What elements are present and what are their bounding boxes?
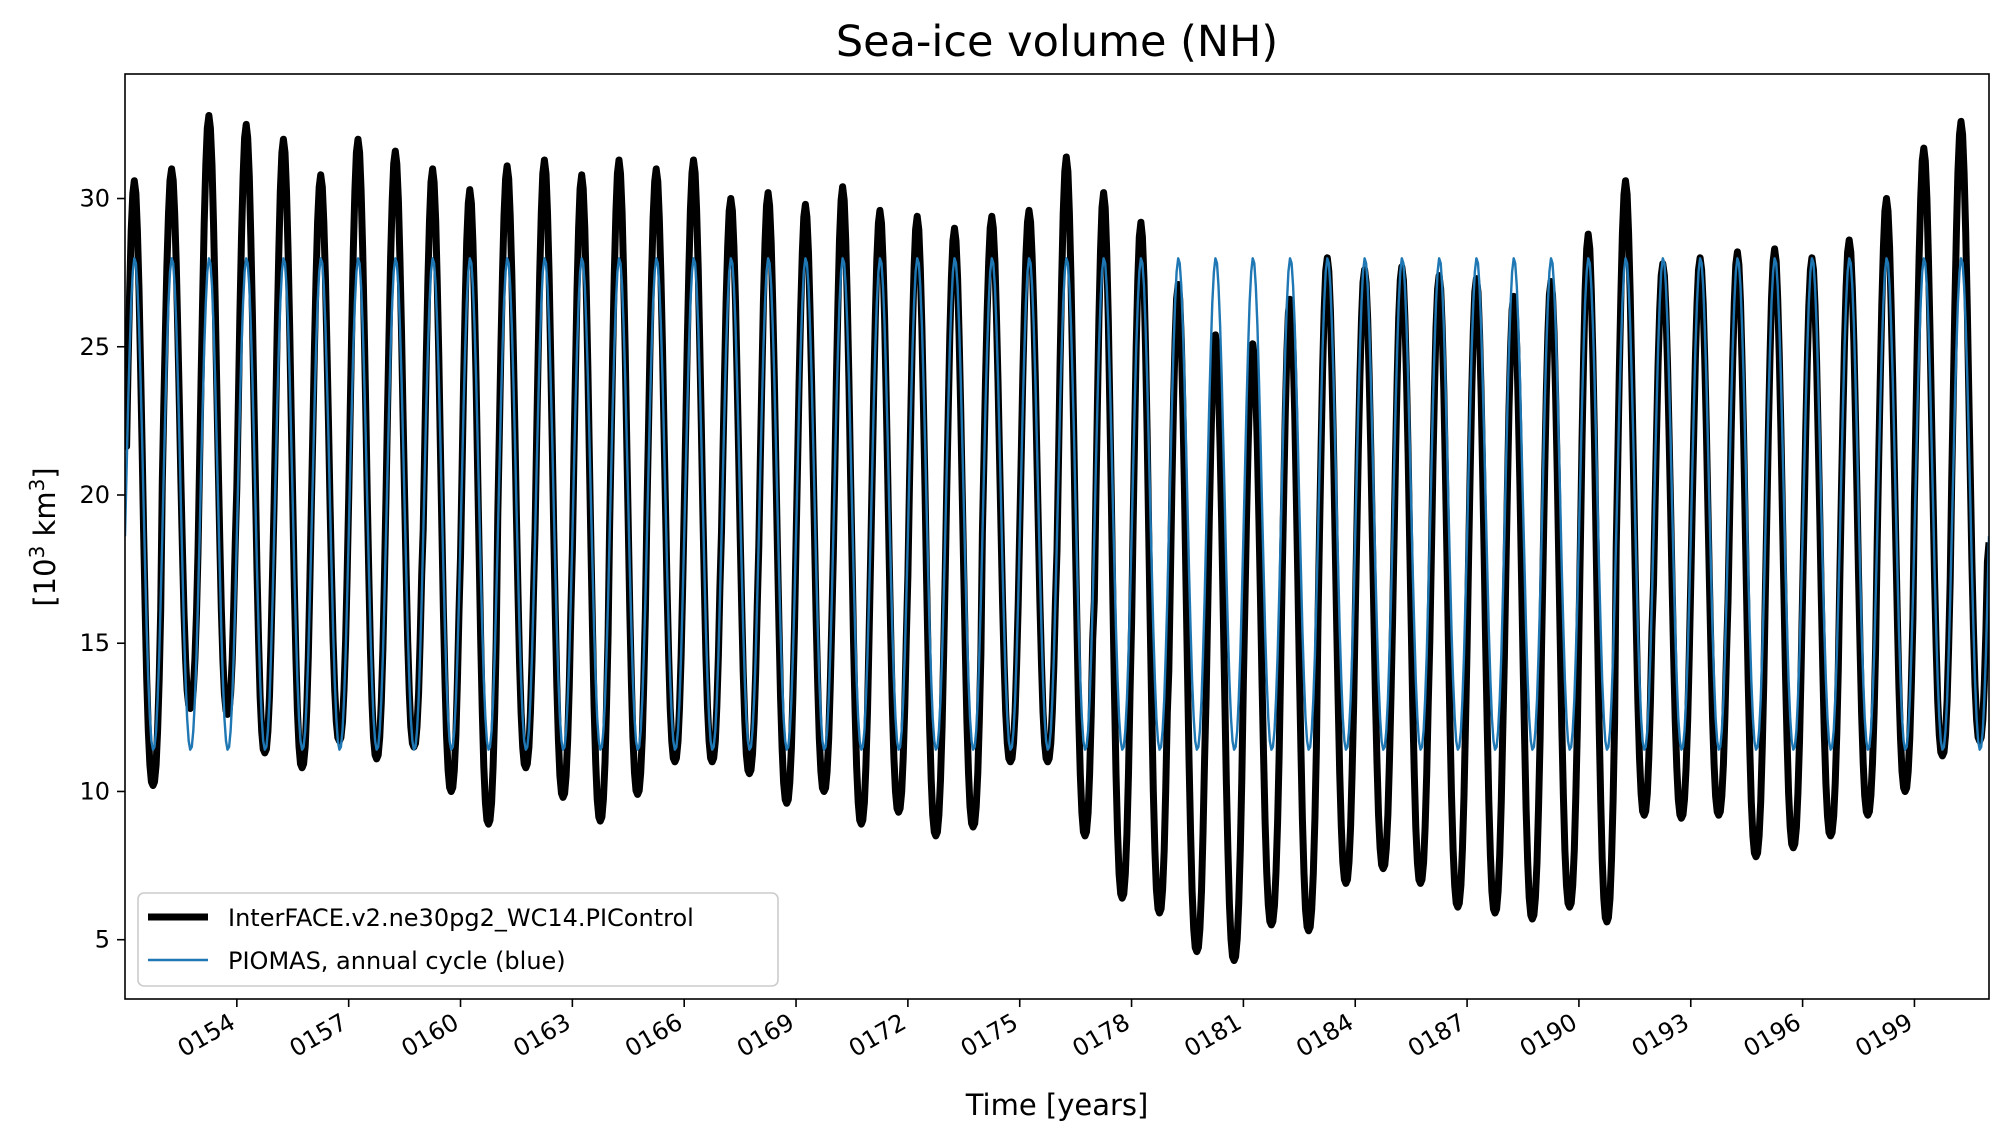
x-tick-label: 0196 (1739, 1008, 1806, 1063)
y-tick-label: 5 (95, 926, 110, 954)
y-tick-label: 25 (79, 333, 110, 361)
x-tick-label: 0190 (1515, 1008, 1582, 1063)
plot-frame (124, 73, 1990, 1000)
y-axis-label-base: [10 (28, 558, 62, 606)
x-tick-label: 0199 (1851, 1008, 1918, 1063)
plot-series (125, 112, 1989, 964)
legend-label-model: InterFACE.v2.ne30pg2_WC14.PIControl (228, 904, 694, 932)
series-line-piomas (125, 257, 1989, 751)
x-tick-label: 0175 (956, 1008, 1023, 1063)
x-tick-label: 0163 (508, 1008, 575, 1063)
x-tick-label: 0169 (732, 1008, 799, 1063)
x-tick-label: 0181 (1180, 1008, 1247, 1063)
x-tick-label: 0157 (285, 1008, 352, 1063)
y-axis-label: [103 km3] (25, 467, 62, 606)
x-tick-label: 0178 (1068, 1008, 1135, 1063)
legend: InterFACE.v2.ne30pg2_WC14.PIControl PIOM… (137, 892, 779, 987)
x-tick-label: 0193 (1627, 1008, 1694, 1063)
y-tick-label: 30 (79, 185, 110, 213)
x-axis: 0154 0157 0160 0163 0166 0169 0172 0175 0178 0181… (173, 999, 1917, 1063)
x-tick-label: 0184 (1291, 1008, 1358, 1063)
legend-label-piomas: PIOMAS, annual cycle (blue) (228, 947, 566, 975)
y-axis: 5 10 15 20 25 30 (79, 185, 125, 954)
chart-title: Sea-ice volume (NH) (836, 17, 1278, 67)
y-axis-label-end: ] (28, 467, 62, 478)
x-tick-label: 0160 (397, 1008, 464, 1063)
y-tick-label: 10 (79, 777, 110, 805)
y-axis-label-sup2: 3 (25, 479, 49, 492)
y-axis-label-mid: km (28, 491, 62, 545)
y-axis-label-sup1: 3 (25, 546, 49, 559)
y-tick-label: 20 (79, 481, 110, 509)
y-tick-label: 15 (79, 629, 110, 657)
legend-box (137, 892, 779, 987)
x-tick-label: 0187 (1403, 1008, 1470, 1063)
x-tick-label: 0166 (620, 1008, 687, 1063)
x-tick-label: 0172 (844, 1008, 911, 1063)
x-tick-label: 0154 (173, 1008, 240, 1063)
x-axis-label: Time [years] (965, 1088, 1149, 1122)
